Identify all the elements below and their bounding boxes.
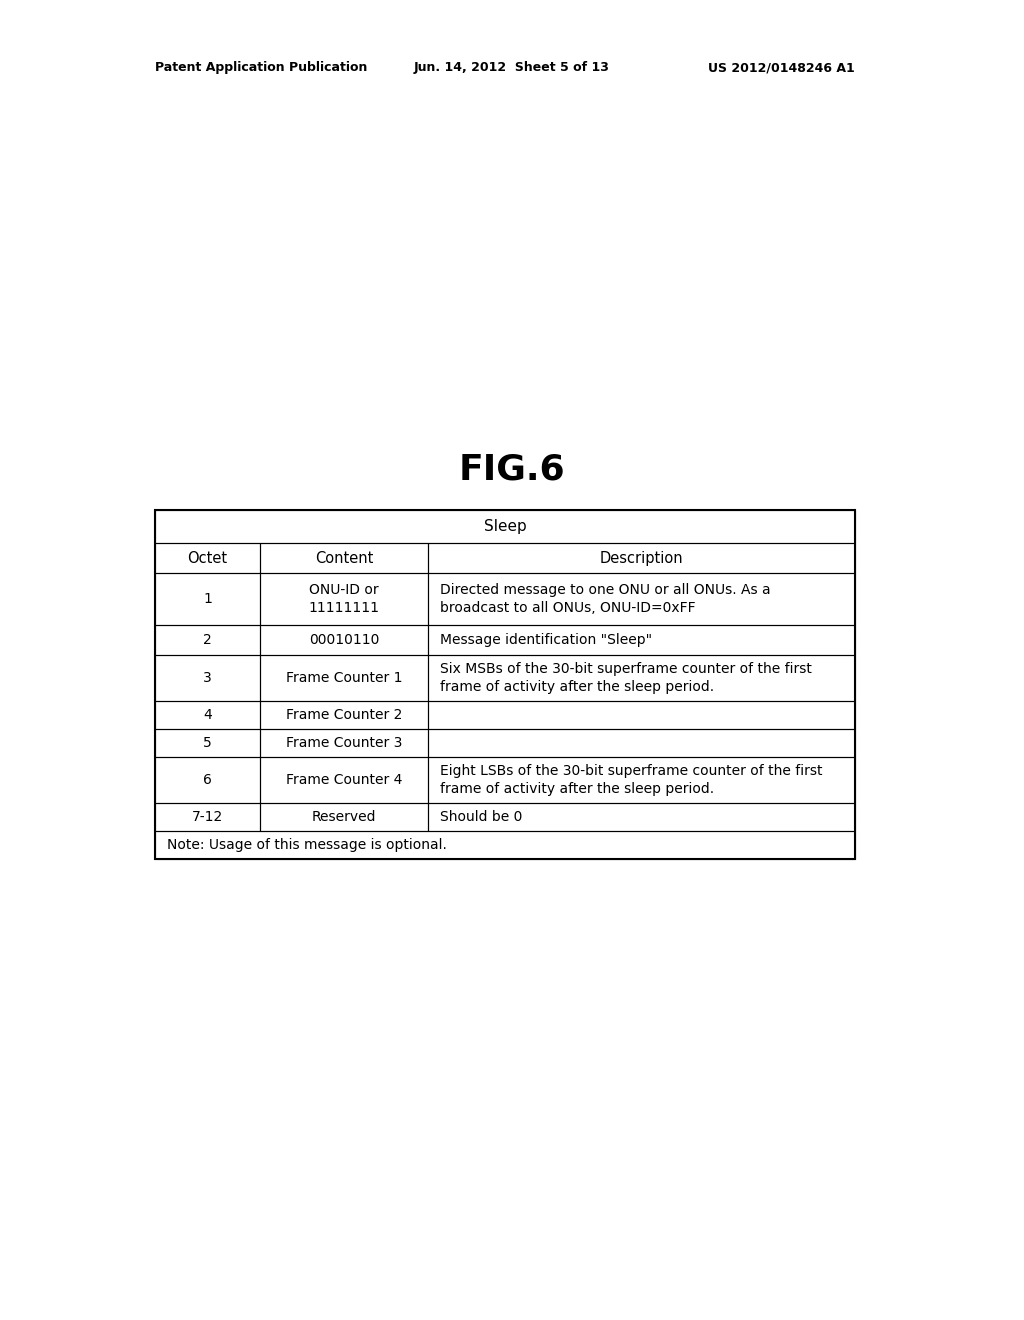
Bar (428, 655, 855, 701)
Bar (260, 756, 428, 803)
Bar (260, 803, 428, 832)
Text: 7-12: 7-12 (191, 810, 223, 824)
Bar (260, 701, 428, 729)
Text: Patent Application Publication: Patent Application Publication (155, 62, 368, 74)
Text: FIG.6: FIG.6 (459, 453, 565, 487)
Text: Message identification "Sleep": Message identification "Sleep" (440, 634, 652, 647)
Text: 1: 1 (203, 591, 212, 606)
Text: Six MSBs of the 30-bit superframe counter of the first
frame of activity after t: Six MSBs of the 30-bit superframe counte… (440, 661, 812, 694)
Text: Note: Usage of this message is optional.: Note: Usage of this message is optional. (167, 838, 446, 851)
Text: Directed message to one ONU or all ONUs. As a
broadcast to all ONUs, ONU-ID=0xFF: Directed message to one ONU or all ONUs.… (440, 583, 771, 615)
Bar (428, 756, 855, 803)
Bar (155, 756, 260, 803)
Bar (428, 573, 855, 624)
Bar (155, 729, 260, 756)
Text: Should be 0: Should be 0 (440, 810, 522, 824)
Bar (155, 624, 260, 655)
Bar (428, 803, 855, 832)
Text: 4: 4 (203, 708, 212, 722)
Bar (428, 543, 855, 573)
Bar (260, 729, 428, 756)
Text: Frame Counter 2: Frame Counter 2 (286, 708, 402, 722)
Bar (155, 573, 260, 624)
Text: 3: 3 (203, 671, 212, 685)
Bar (155, 655, 260, 701)
Text: Frame Counter 4: Frame Counter 4 (286, 774, 402, 787)
Bar (155, 510, 855, 859)
Text: ONU-ID or
11111111: ONU-ID or 11111111 (308, 583, 380, 615)
Bar (155, 701, 260, 729)
Bar (260, 573, 428, 624)
Bar (155, 803, 260, 832)
Text: Reserved: Reserved (311, 810, 376, 824)
Bar (155, 510, 855, 543)
Text: 6: 6 (203, 774, 212, 787)
Text: US 2012/0148246 A1: US 2012/0148246 A1 (709, 62, 855, 74)
Bar (428, 624, 855, 655)
Text: Description: Description (600, 550, 683, 565)
Text: 00010110: 00010110 (309, 634, 379, 647)
Text: Jun. 14, 2012  Sheet 5 of 13: Jun. 14, 2012 Sheet 5 of 13 (414, 62, 610, 74)
Text: Content: Content (314, 550, 373, 565)
Text: 5: 5 (203, 737, 212, 750)
Bar (155, 832, 855, 859)
Text: Frame Counter 1: Frame Counter 1 (286, 671, 402, 685)
Text: Octet: Octet (187, 550, 227, 565)
Bar (428, 701, 855, 729)
Text: Eight LSBs of the 30-bit superframe counter of the first
frame of activity after: Eight LSBs of the 30-bit superframe coun… (440, 764, 822, 796)
Bar (260, 624, 428, 655)
Text: 2: 2 (203, 634, 212, 647)
Bar (260, 543, 428, 573)
Bar (428, 729, 855, 756)
Bar (260, 655, 428, 701)
Bar (155, 543, 260, 573)
Text: Frame Counter 3: Frame Counter 3 (286, 737, 402, 750)
Text: Sleep: Sleep (483, 519, 526, 535)
